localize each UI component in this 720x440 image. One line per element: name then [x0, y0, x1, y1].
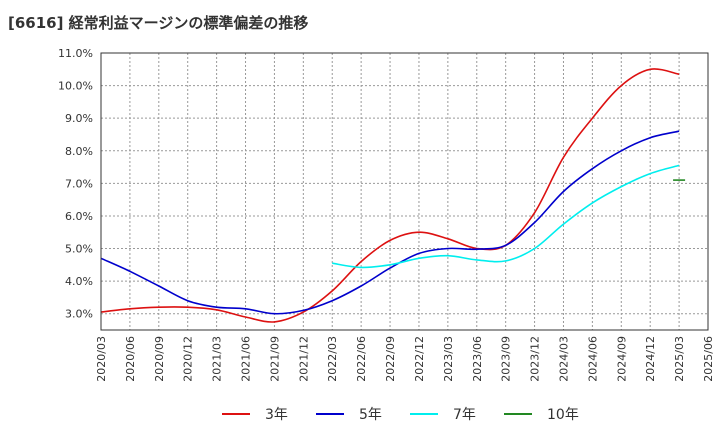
legend-label: 5年: [359, 407, 382, 423]
series-line-2: [100, 130, 680, 315]
x-tick-label: 2023/06: [471, 336, 484, 382]
x-tick-label: 2020/12: [182, 336, 195, 382]
y-tick-label: 9.0%: [65, 112, 93, 125]
x-tick-label: 2025/06: [702, 336, 715, 382]
series-layer: [100, 68, 686, 323]
y-tick-label: 10.0%: [58, 80, 93, 93]
x-tick-label: 2025/03: [673, 336, 686, 382]
x-tick-label: 2020/09: [153, 336, 166, 382]
legend: 3年 5年 7年 10年: [222, 407, 579, 423]
y-tick-label: 7.0%: [65, 177, 93, 190]
x-tick-label: 2020/06: [124, 336, 137, 382]
x-tick-label: 2023/03: [442, 336, 455, 382]
x-tick-label: 2024/03: [557, 336, 570, 382]
y-tick-label: 4.0%: [65, 275, 93, 288]
x-tick-label: 2024/09: [615, 336, 628, 382]
y-tick-label: 6.0%: [65, 210, 93, 223]
x-tick-label: 2023/12: [529, 336, 542, 382]
x-tick-label: 2024/12: [644, 336, 657, 382]
x-tick-label: 2022/09: [384, 336, 397, 382]
y-tick-label: 8.0%: [65, 145, 93, 158]
x-tick-label: 2021/06: [240, 336, 253, 382]
x-tick-label: 2022/03: [326, 336, 339, 382]
chart-title: [6616] 経常利益マージンの標準偏差の推移: [8, 14, 309, 32]
x-tick-label: 2021/12: [297, 336, 310, 382]
x-tick-label: 2022/12: [413, 336, 426, 382]
legend-label: 10年: [547, 407, 579, 423]
legend-label: 7年: [453, 407, 476, 423]
x-tick-label: 2024/06: [586, 336, 599, 382]
x-tick-label: 2021/03: [211, 336, 224, 382]
y-axis: 3.0% 4.0% 5.0% 6.0% 7.0% 8.0% 9.0% 10.0% 11.0%: [58, 47, 93, 321]
y-tick-label: 11.0%: [58, 47, 93, 60]
series-line-3: [332, 164, 680, 269]
x-axis: 2020/03 2020/06 2020/09 2020/12 2021/03 2021/…: [95, 336, 715, 382]
x-tick-label: 2022/06: [355, 336, 368, 382]
plot-frame: [100, 52, 709, 331]
x-tick-label: 2020/03: [95, 336, 108, 382]
grid: [101, 52, 708, 330]
plot-background: [101, 53, 708, 330]
x-tick-label: 2023/09: [500, 336, 513, 382]
y-tick-label: 3.0%: [65, 308, 93, 321]
series-line-1: [100, 68, 680, 323]
x-tick-label: 2021/09: [268, 336, 281, 382]
y-tick-label: 5.0%: [65, 243, 93, 256]
legend-label: 3年: [265, 407, 288, 423]
